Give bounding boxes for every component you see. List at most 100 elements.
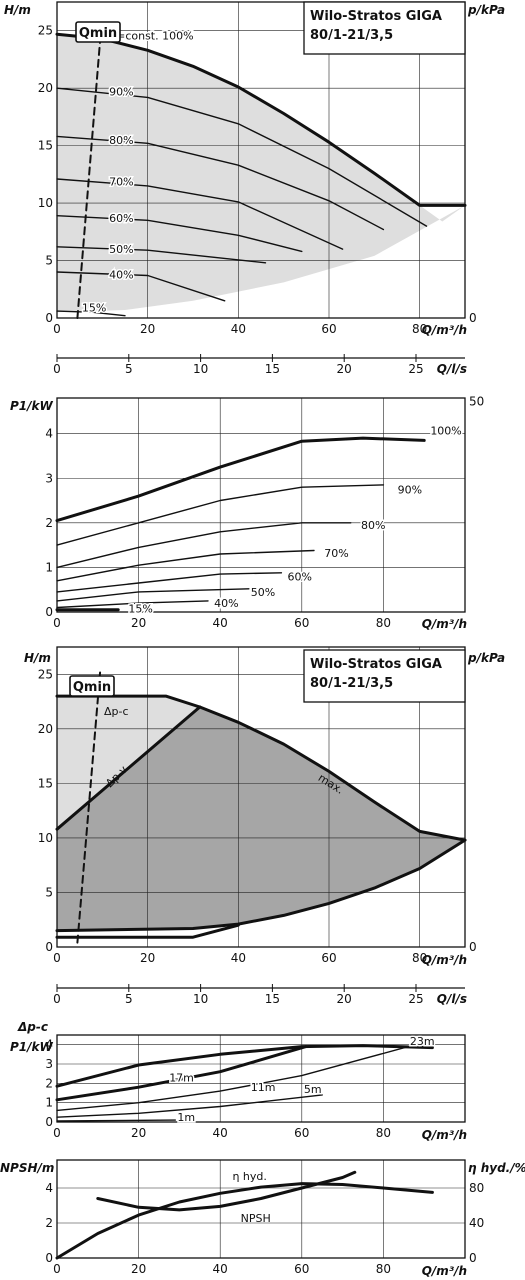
curve-NPSH — [96, 1170, 357, 1212]
x-axis-label: Q/m³/h — [422, 953, 467, 967]
y-tick-label: 15 — [38, 776, 53, 790]
series-label: 1m — [177, 1111, 195, 1124]
power-curve-70 — [56, 549, 315, 582]
qmin-line — [76, 28, 102, 319]
title-box — [303, 649, 466, 703]
y-tick-label: 3 — [45, 1057, 53, 1071]
curve-15 — [56, 310, 126, 317]
power-curve-100 — [55, 436, 426, 523]
plot-frame — [56, 397, 466, 613]
dp-v-area — [57, 707, 465, 931]
y2-axis-label: η hyd./% — [468, 1161, 525, 1175]
qmin-label: Qmin — [73, 680, 111, 695]
flow-ls-axis-1-tick-label: 25 — [408, 362, 423, 376]
chart-title: Wilo-Stratos GIGA — [310, 657, 442, 672]
y2-tick-label: 0 — [469, 940, 477, 954]
y-tick-label: 1 — [45, 1096, 53, 1110]
plot-frame — [56, 1034, 466, 1123]
series-label: 11m — [251, 1081, 276, 1094]
y-tick-label: 1 — [45, 560, 53, 574]
y-tick-label: 0 — [45, 1251, 53, 1265]
flow-ls-axis-2-tick-label: 10 — [193, 992, 208, 1006]
y-tick-label: 3 — [45, 471, 53, 485]
series-label: n=const. 100% — [109, 29, 193, 42]
x-axis-label: Q/m³/h — [422, 617, 467, 631]
chart-subtitle: 80/1-21/3,5 — [310, 28, 393, 43]
curve-40 — [56, 271, 226, 302]
power-curve-60 — [56, 572, 283, 593]
x-tick-label: 40 — [213, 1126, 228, 1140]
y-tick-label: 5 — [45, 254, 53, 268]
x-tick-label: 60 — [294, 1262, 309, 1276]
y-tick-label: 10 — [38, 196, 53, 210]
series-label: 50% — [251, 586, 275, 599]
flow-ls-axis-2-tick-label: 0 — [53, 992, 61, 1006]
flow-ls-axis-1-tick-label: 5 — [125, 362, 133, 376]
y2-tick-label: 40 — [469, 1216, 484, 1230]
power-curve-90 — [56, 484, 385, 546]
y-tick-label: 20 — [38, 722, 53, 736]
y-tick-label: 4 — [45, 1181, 53, 1195]
y-tick-label: 5 — [45, 885, 53, 899]
y-axis-label: NPSH/m — [0, 1161, 54, 1175]
series-label: 70% — [324, 547, 348, 560]
y-tick-label: 25 — [38, 24, 53, 38]
y-tick-label: 0 — [45, 311, 53, 325]
curve-nconst100 — [55, 32, 467, 207]
control-curve-min — [55, 838, 467, 933]
operating-area — [57, 34, 465, 313]
curve-hyd — [55, 1182, 434, 1260]
series-label: 15% — [82, 302, 106, 315]
y-tick-label: 2 — [45, 1216, 53, 1230]
control-curve-min2 — [55, 923, 240, 939]
flow-ls-axis-2-tick-label: 20 — [337, 992, 352, 1006]
y-axis-label: P1/kW — [10, 1040, 54, 1054]
curve-90 — [56, 87, 428, 227]
curve-80 — [56, 135, 385, 231]
dpc-power-curve-23m — [55, 1044, 434, 1088]
flow-ls-axis-2-tick-label: 25 — [408, 992, 423, 1006]
y2-axis-label: p/kPa — [467, 651, 505, 665]
flow-ls-axis-1-tick-label: 15 — [265, 362, 280, 376]
dpc-power-curve-1m — [56, 1119, 177, 1122]
control-curve-max — [198, 705, 467, 842]
x-tick-label: 20 — [131, 1126, 146, 1140]
series-label: NPSH — [241, 1212, 271, 1225]
series-label: 80% — [361, 519, 385, 532]
x-tick-label: 20 — [131, 1262, 146, 1276]
y-tick-label: 0 — [45, 940, 53, 954]
flow-ls-axis-2-label: Q/l/s — [437, 992, 467, 1006]
y2-tick-label: 0 — [469, 1251, 477, 1265]
flow-ls-axis-1-tick-label: 0 — [53, 362, 61, 376]
x-axis-label: Q/m³/h — [422, 1128, 467, 1142]
y-tick-label: 2 — [45, 516, 53, 530]
series-label: 100% — [430, 425, 461, 438]
dpc-power-curve-17m — [55, 1045, 308, 1102]
x-tick-label: 80 — [376, 616, 391, 630]
y-axis-title: Δp-c — [17, 1020, 48, 1034]
qmin-label: Qmin — [79, 26, 117, 41]
curve-70 — [56, 178, 344, 250]
x-tick-label: 60 — [321, 951, 336, 965]
y-tick-label: 4 — [45, 1038, 53, 1052]
y-axis-label: P1/kW — [10, 399, 54, 413]
flow-ls-axis-1-tick-label: 10 — [193, 362, 208, 376]
series-label: 70% — [109, 175, 133, 188]
x-tick-label: 60 — [294, 616, 309, 630]
dpc-power-curve-5m — [56, 1094, 323, 1118]
x-axis-label: Q/m³/h — [422, 323, 467, 337]
x-tick-label: 80 — [376, 1262, 391, 1276]
x-tick-label: 40 — [213, 1262, 228, 1276]
y2-tick-label: 50 — [469, 395, 484, 409]
y-tick-label: 20 — [38, 81, 53, 95]
curve-60 — [56, 214, 303, 253]
x-tick-label: 40 — [213, 616, 228, 630]
power-curve-80 — [56, 522, 352, 569]
y-axis-label: H/m — [4, 3, 31, 17]
y-tick-label: 15 — [38, 139, 53, 153]
x-tick-label: 40 — [231, 322, 246, 336]
x-tick-label: 60 — [294, 1126, 309, 1140]
qmin-box — [69, 675, 115, 697]
x-tick-label: 0 — [53, 1262, 61, 1276]
